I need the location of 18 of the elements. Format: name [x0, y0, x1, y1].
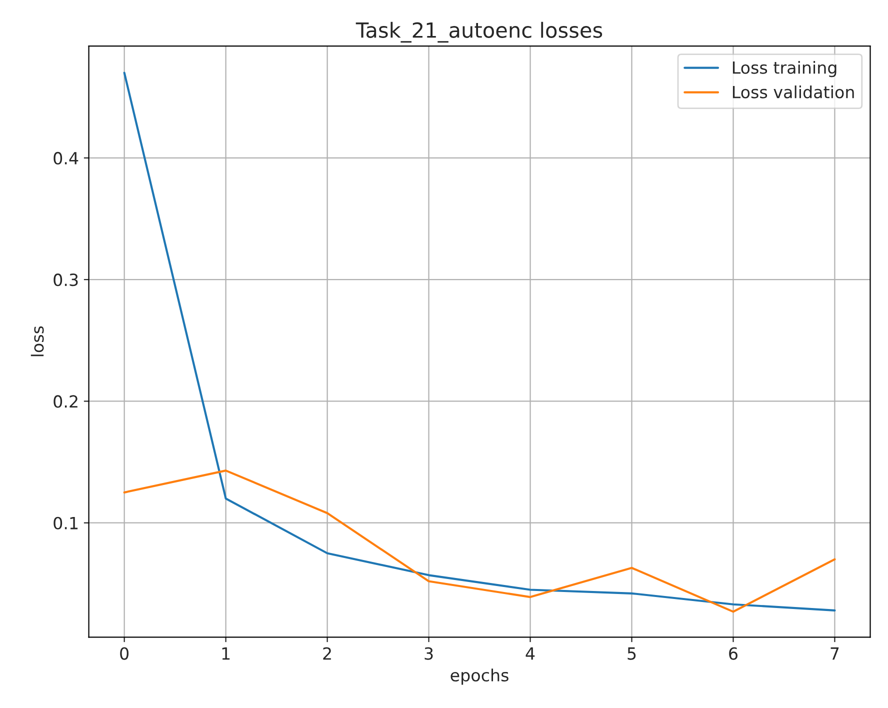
x-tick-label: 3 — [424, 647, 433, 660]
legend-label: Loss validation — [732, 85, 854, 98]
x-tick-label: 1 — [222, 647, 230, 660]
x-tick-label: 2 — [323, 647, 331, 660]
y-tick-label: 0.1 — [54, 516, 78, 530]
line-series — [123, 470, 836, 613]
y-axis-title: loss — [30, 326, 44, 356]
chart-title: Task_21_autoenc losses — [356, 22, 602, 43]
y-tick-label: 0.2 — [54, 395, 78, 408]
y-tick-label: 0.3 — [54, 274, 78, 286]
x-axis-title: epochs — [450, 668, 508, 685]
y-tick-label: 0.4 — [54, 152, 78, 164]
x-tick-label: 5 — [628, 647, 636, 660]
x-tick-label: 7 — [830, 647, 839, 660]
x-tick-label: 4 — [526, 647, 535, 660]
x-tick-label: 0 — [120, 647, 129, 660]
x-tick-label: 6 — [729, 647, 738, 660]
legend-label: Loss training — [732, 61, 836, 78]
